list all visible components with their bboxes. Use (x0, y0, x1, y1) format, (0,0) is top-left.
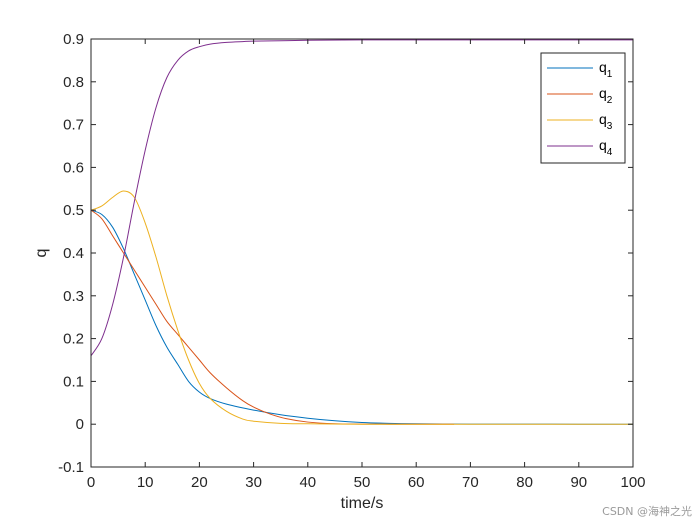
legend-label: q3 (599, 111, 613, 132)
legend: q1 q2 q3 q4 (540, 52, 626, 164)
y-tick-label: 0.1 (63, 373, 84, 390)
x-tick-label: 50 (354, 474, 371, 491)
legend-label: q1 (599, 59, 613, 80)
y-tick-label: 0.9 (63, 31, 84, 48)
y-tick-label: 0.6 (63, 159, 84, 176)
y-axis-label: q (33, 249, 50, 258)
x-tick-label: 10 (137, 474, 154, 491)
x-axis-label: time/s (341, 495, 384, 512)
series-line-q3 (90, 190, 633, 425)
x-tick-label: 70 (462, 474, 479, 491)
series-line-q4 (90, 39, 633, 356)
y-tick-label: 0.7 (63, 117, 84, 134)
ticks-layer: 0 10 20 30 40 50 60 70 80 90 100-0.100.10.20.30.40… (58, 31, 645, 491)
legend-box (540, 52, 626, 164)
y-tick-label: 0.5 (63, 202, 84, 219)
y-tick-label: 0.3 (63, 288, 84, 305)
x-tick-label: 80 (516, 474, 533, 491)
y-tick-label: -0.1 (58, 459, 84, 476)
x-tick-label: 30 (245, 474, 262, 491)
x-tick-label: 40 (299, 474, 316, 491)
y-tick-label: 0.2 (63, 331, 84, 348)
x-tick-label: 0 (87, 474, 95, 491)
x-tick-label: 20 (191, 474, 208, 491)
x-tick-label: 60 (408, 474, 425, 491)
y-tick-label: 0.8 (63, 74, 84, 91)
legend-label: q4 (599, 137, 613, 158)
y-tick-label: 0 (76, 416, 84, 433)
x-tick-label: 100 (620, 474, 645, 491)
x-tick-label: 90 (570, 474, 587, 491)
y-tick-label: 0.4 (63, 245, 84, 262)
legend-label: q2 (599, 85, 613, 106)
watermark: CSDN @海神之光 (602, 505, 692, 518)
series-layer (90, 39, 634, 425)
